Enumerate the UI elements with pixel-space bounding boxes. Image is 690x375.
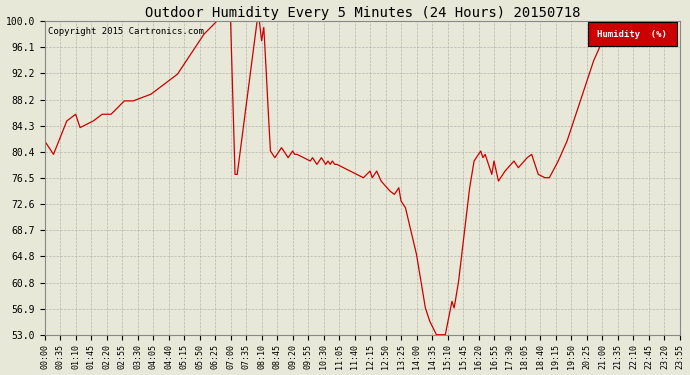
Text: Copyright 2015 Cartronics.com: Copyright 2015 Cartronics.com [48, 27, 204, 36]
Title: Outdoor Humidity Every 5 Minutes (24 Hours) 20150718: Outdoor Humidity Every 5 Minutes (24 Hou… [144, 6, 580, 20]
Text: Humidity  (%): Humidity (%) [598, 30, 667, 39]
FancyBboxPatch shape [588, 22, 677, 46]
